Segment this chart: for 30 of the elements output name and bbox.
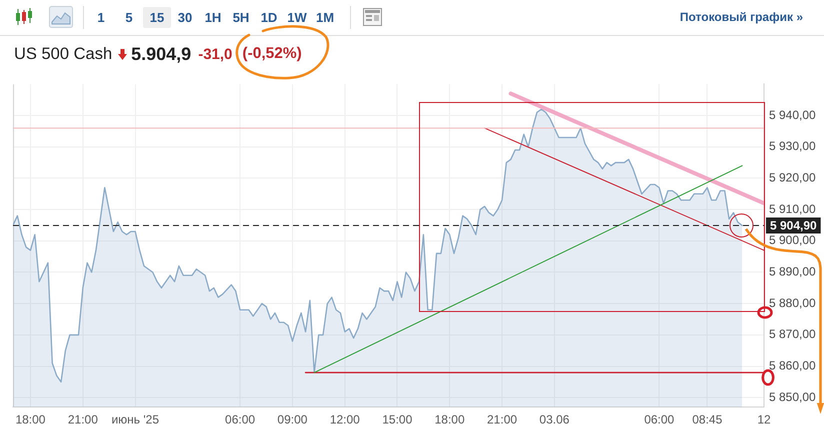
x-tick-label: 18:00: [15, 412, 46, 427]
y-tick-label: 5 880,00: [769, 296, 816, 310]
y-tick-label: 5 910,00: [769, 202, 816, 216]
x-tick-label: 12:00: [330, 412, 360, 427]
y-tick-label: 5 940,00: [769, 108, 816, 122]
x-tick-label: 06:00: [225, 412, 256, 427]
x-tick-label: 09:00: [277, 412, 308, 427]
interval-selector[interactable]: 1 5 15 30 1H 5H 1D 1W 1M: [87, 7, 339, 28]
x-tick-label: 21:00: [487, 412, 518, 427]
x-tick-label: 06:00: [644, 412, 675, 427]
x-tick-label: 15:00: [382, 412, 413, 427]
x-tick-label: 08:45: [692, 412, 723, 427]
y-tick-label: 5 870,00: [769, 327, 816, 342]
streaming-chart-link[interactable]: Потоковый график »: [680, 10, 803, 25]
y-tick-label: 5 900,00: [769, 233, 816, 248]
x-tick-label: июнь '25: [111, 412, 160, 427]
y-tick-label: 5 890,00: [769, 264, 816, 279]
x-tick-label: 21:00: [68, 412, 98, 427]
y-tick-label: 5 930,00: [769, 139, 816, 154]
chart-title: US 500 Cash: [14, 44, 112, 64]
y-tick-label: 5 920,00: [769, 170, 816, 185]
x-tick-label: 12: [757, 412, 771, 427]
x-tick-label: 18:00: [434, 412, 465, 427]
text: (-0,52%): [242, 45, 302, 63]
chart-subtitle: 5.904,9: [131, 44, 192, 64]
x-tick-label: 03.06: [539, 412, 570, 427]
y-tick-label: 5 860,00: [769, 358, 816, 373]
y-tick-label: 5 850,00: [769, 390, 816, 404]
ref-line-label: 5 904,90: [770, 218, 818, 232]
text: -31,0: [198, 46, 232, 62]
